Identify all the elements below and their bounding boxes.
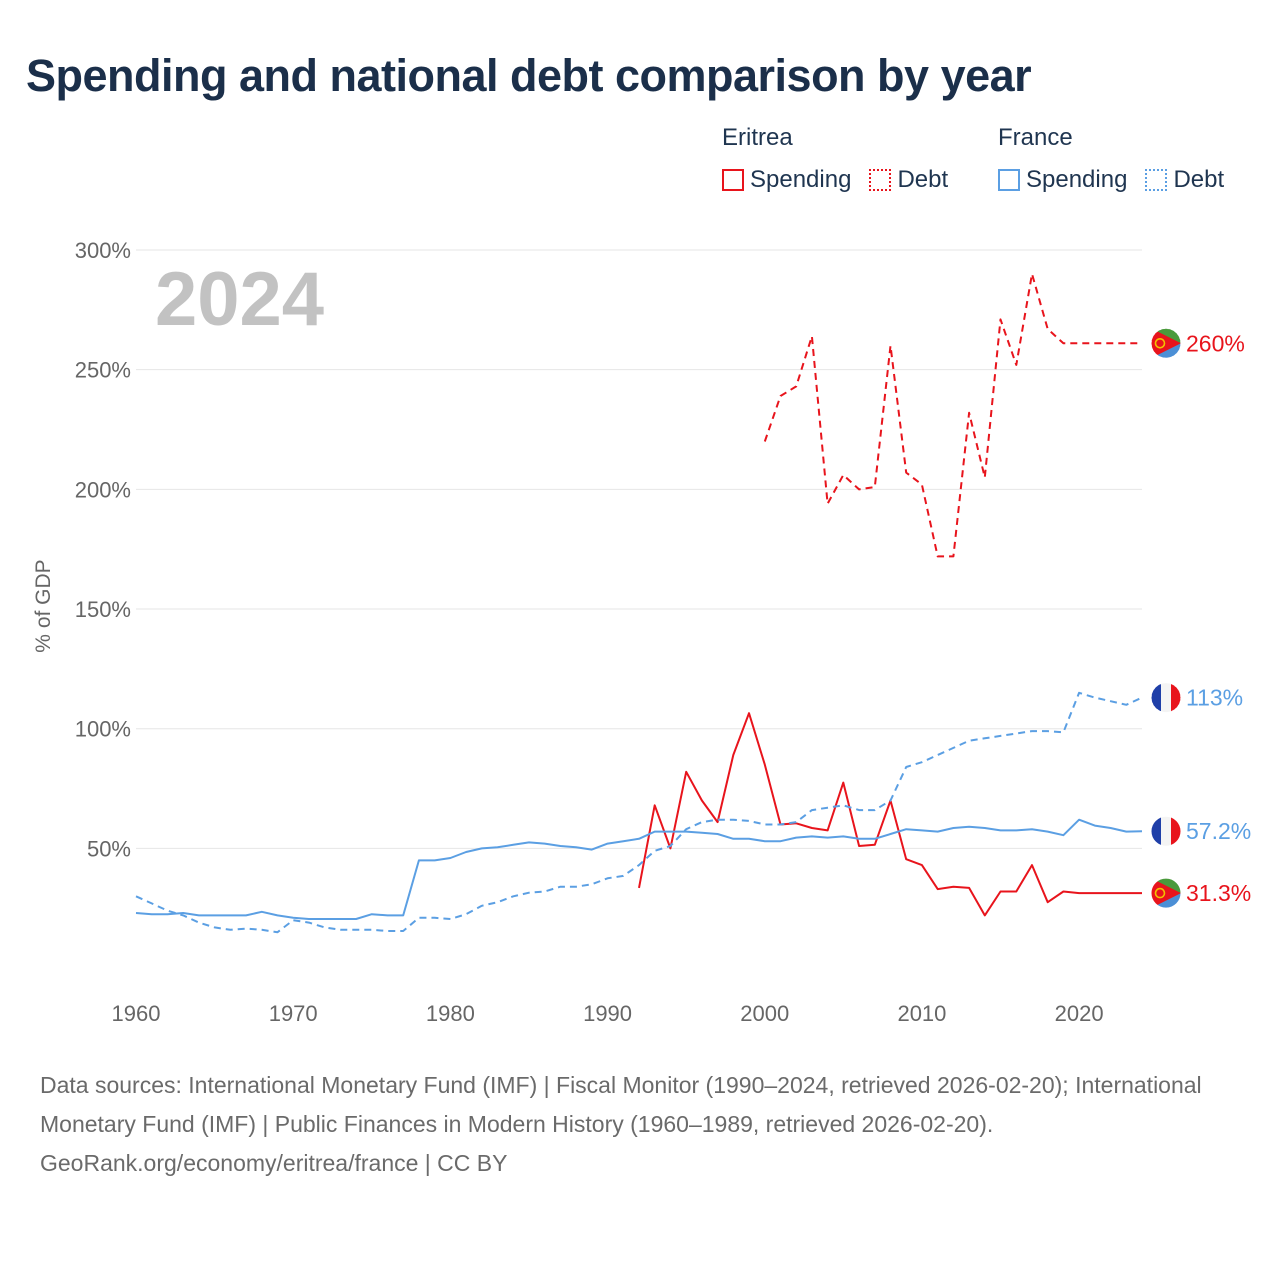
credit-link[interactable]: GeoRank.org/economy/eritrea/france | CC …: [40, 1150, 508, 1176]
eritrea-flag-icon: [1150, 327, 1182, 359]
dotted-line-swatch-icon: [869, 169, 892, 191]
end-value-label: 57.2%: [1186, 818, 1251, 844]
footer: Data sources: International Monetary Fun…: [40, 1066, 1240, 1183]
end-labels: 260% 31.3% 113% 57.2%: [1150, 327, 1251, 909]
legend-france-spending[interactable]: Spending: [998, 166, 1127, 194]
y-tick-label: 300%: [75, 238, 131, 263]
y-tick-label: 250%: [75, 358, 131, 383]
year-watermark: 2024: [155, 257, 325, 342]
x-tick-label: 1980: [426, 1001, 475, 1026]
dotted-line-swatch-icon: [1145, 169, 1168, 191]
legend-france-title: France: [998, 124, 1073, 151]
legend-france-spending-label: Spending: [1026, 166, 1128, 193]
eritrea-debt-line[interactable]: [763, 272, 1142, 558]
legend-eritrea-spending-label: Spending: [750, 166, 852, 193]
legend-eritrea-debt[interactable]: Debt: [869, 166, 948, 194]
line-chart: 50% 100% 150% 200% 250% 300% 1960 1970 1980 1990 2…: [75, 238, 1252, 1026]
series-lines: [135, 272, 1143, 934]
legend-france-debt-label: Debt: [1173, 166, 1225, 193]
x-tick-label: 1990: [583, 1001, 632, 1026]
y-tick-label: 150%: [75, 597, 131, 622]
x-tick-label: 2020: [1055, 1001, 1104, 1026]
france-debt-line[interactable]: [135, 691, 1143, 934]
axis-ticks: 50% 100% 150% 200% 250% 300% 1960 1970 1980 1990 2…: [75, 238, 1104, 1026]
data-sources: Data sources: International Monetary Fun…: [40, 1072, 1202, 1137]
grid-lines: [136, 249, 1142, 849]
legend-eritrea-spending[interactable]: Spending: [722, 166, 851, 194]
x-tick-label: 2000: [740, 1001, 789, 1026]
y-tick-label: 100%: [75, 717, 131, 742]
legend-france-debt[interactable]: Debt: [1145, 166, 1224, 194]
legend-eritrea-title: Eritrea: [722, 124, 793, 151]
legend-france: France Spending Debt: [998, 124, 1224, 194]
end-value-label: 113%: [1186, 685, 1243, 711]
chart-title: Spending and national debt comparison by…: [26, 50, 1032, 101]
eritrea-spending-line[interactable]: [638, 712, 1142, 917]
solid-line-swatch-icon: [998, 169, 1020, 191]
solid-line-swatch-icon: [722, 169, 744, 191]
y-axis-label: % of GDP: [32, 559, 55, 653]
france-flag-icon: [1150, 681, 1182, 714]
france-flag-icon: [1150, 815, 1182, 847]
x-tick-label: 2010: [897, 1001, 946, 1026]
france-spending-line[interactable]: [135, 818, 1143, 920]
end-value-label: 31.3%: [1186, 880, 1251, 906]
legend-eritrea: Eritrea Spending Debt: [722, 124, 948, 194]
eritrea-flag-icon: [1150, 877, 1182, 909]
x-tick-label: 1960: [112, 1001, 161, 1026]
y-tick-label: 200%: [75, 477, 131, 502]
end-value-label: 260%: [1186, 330, 1245, 356]
legend-eritrea-debt-label: Debt: [897, 166, 949, 193]
x-tick-label: 1970: [269, 1001, 318, 1026]
y-tick-label: 50%: [87, 836, 131, 861]
